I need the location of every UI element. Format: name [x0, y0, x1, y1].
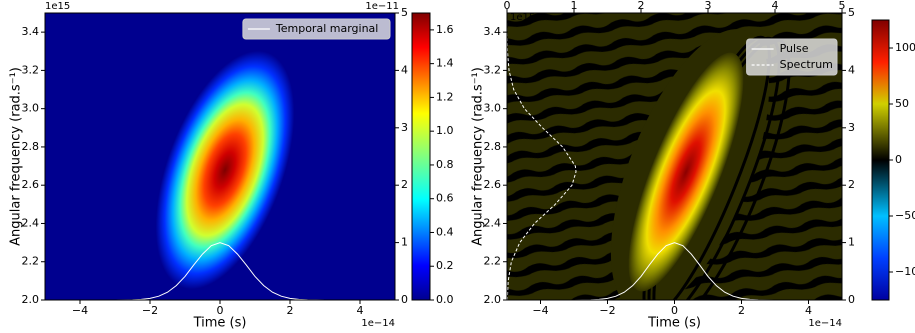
series-line	[507, 242, 842, 301]
y-tick-label: 2.4	[484, 216, 502, 229]
y-tick-label: 3.0	[484, 102, 502, 115]
y-tick-label: 2.2	[22, 255, 40, 268]
x-tick-label: −4	[72, 304, 88, 317]
x-axis-label: Time (s)	[193, 316, 247, 331]
x-tick-label: −2	[599, 304, 615, 317]
legend-label: Spectrum	[780, 58, 833, 71]
x2-tick-label: 2	[638, 0, 645, 12]
x-tick-label: −2	[142, 304, 158, 317]
colorbar-tick-label: 0	[895, 153, 902, 166]
x2-tick-label: 1	[571, 0, 578, 12]
y-tick-label: 3.4	[484, 25, 502, 38]
colorbar-tick-label: 0.4	[436, 225, 454, 238]
colorbar-tick-label: 1.0	[436, 124, 454, 137]
y-axis-label: Angular frequency (rad.s⁻¹)	[9, 67, 24, 246]
y-tick-label: 2.2	[484, 255, 502, 268]
x-axis-label: Time (s)	[647, 316, 701, 331]
y-tick-label: 2.8	[22, 140, 40, 153]
legend-label: Pulse	[780, 42, 809, 55]
y-tick-label: 3.2	[22, 63, 40, 76]
colorbar-left	[412, 13, 430, 300]
y2-tick-label: 4	[401, 63, 408, 76]
y-offset: 1e15	[510, 12, 535, 23]
series-line	[506, 12, 577, 301]
y2-tick-label: 2	[848, 178, 855, 191]
x-tick-label: 2	[738, 304, 745, 317]
y-tick-label: 2.0	[22, 293, 40, 306]
colorbar-tick-label: 0.0	[436, 293, 454, 306]
colorbar-tick-label: 0.8	[436, 158, 454, 171]
legend-label: Temporal marginal	[275, 22, 378, 35]
y-offset: 1e15	[45, 1, 70, 12]
x-tick-label: 2	[287, 304, 294, 317]
y-axis-label: Angular frequency (rad.s⁻¹)	[471, 67, 486, 246]
x2-tick-label: 4	[772, 0, 779, 12]
y2-tick-label: 4	[848, 63, 855, 76]
y2-tick-label: 3	[401, 121, 408, 134]
y2-tick-label: 2	[401, 178, 408, 191]
x2-tick-label: 3	[705, 0, 712, 12]
y-tick-label: 3.2	[484, 63, 502, 76]
x2-tick-label: 5	[839, 0, 846, 12]
y2-tick-label: 0	[848, 293, 855, 306]
y-tick-label: 3.4	[22, 25, 40, 38]
x-tick-label: 4	[357, 304, 364, 317]
x-tick-label: 4	[805, 304, 812, 317]
colorbar-tick-label: 1.6	[436, 23, 454, 36]
x-tick-label: 0	[671, 304, 678, 317]
colorbar-tick-label: 0.6	[436, 192, 454, 205]
y2-tick-label: 3	[848, 121, 855, 134]
colorbar-tick-label: −100	[895, 265, 915, 278]
colorbar-tick-label: 1.2	[436, 90, 454, 103]
y-tick-label: 3.0	[22, 102, 40, 115]
x2-tick-label: 0	[504, 0, 511, 12]
y2-tick-label: 1	[401, 236, 408, 249]
colorbar-tick-label: 1.4	[436, 57, 454, 70]
y-tick-label: 2.6	[22, 178, 40, 191]
legend-box	[746, 38, 838, 76]
colorbar-frame	[411, 12, 431, 301]
x-offset: 1e−14	[808, 318, 842, 329]
x-tick-label: −4	[532, 304, 548, 317]
heatmap-left	[45, 13, 395, 300]
colorbar-tick-label: 100	[895, 41, 915, 54]
y2-tick-label: 5	[401, 6, 408, 19]
y-tick-label: 2.6	[484, 178, 502, 191]
y2-tick-label: 5	[848, 6, 855, 19]
series-line	[45, 242, 395, 301]
legend-box	[242, 18, 391, 40]
y2-tick-label: 0	[401, 293, 408, 306]
colorbar-tick-label: 0.2	[436, 259, 454, 272]
y2-offset: 1e−11	[365, 1, 399, 12]
colorbar-tick-label: 50	[895, 97, 909, 110]
y2-tick-label: 1	[848, 236, 855, 249]
x-offset: 1e−14	[361, 318, 395, 329]
y-tick-label: 2.4	[22, 216, 40, 229]
y-tick-label: 2.0	[484, 293, 502, 306]
x-tick-label: 0	[217, 304, 224, 317]
y-tick-label: 2.8	[484, 140, 502, 153]
colorbar-right	[872, 20, 889, 300]
colorbar-tick-label: −50	[895, 209, 915, 222]
